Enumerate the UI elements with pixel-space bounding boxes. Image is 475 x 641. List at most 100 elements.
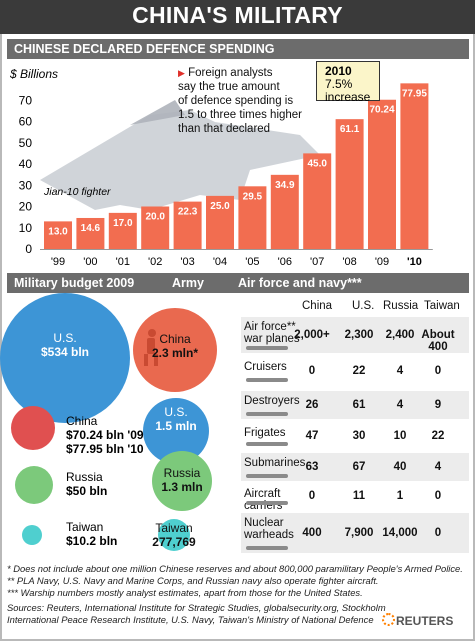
note-line-4: 1.5 to three times higher <box>178 109 303 121</box>
table-cell: 61 <box>352 399 366 411</box>
table-cell: 40 <box>393 461 407 473</box>
table-cell: 30 <box>352 430 366 442</box>
table-cell: 7,900 <box>344 527 374 539</box>
footnote-2: ** PLA Navy, U.S. Navy and Marine Corps,… <box>7 575 379 586</box>
x-tick-label: '99 <box>51 256 65 268</box>
note-line-1: Foreign analysts <box>188 67 273 79</box>
bar-value-label: 13.0 <box>48 226 68 237</box>
russia-army-name: Russia <box>163 466 201 480</box>
bar-value-label: 25.0 <box>210 201 230 212</box>
x-tick-label: '03 <box>180 256 194 268</box>
legend-russia-value: $50 bln <box>66 484 108 498</box>
bar-value-label: 20.0 <box>145 212 165 223</box>
x-tick-label: '07 <box>310 256 324 268</box>
us-army-name: U.S. <box>164 405 188 419</box>
col-header-china: China <box>302 300 333 312</box>
note-line-5: than that declared <box>178 123 271 135</box>
taiwan-army-circle <box>158 519 190 551</box>
x-tick-label: '02 <box>148 256 162 268</box>
y-tick-label: 40 <box>19 157 33 171</box>
legend-taiwan-name: Taiwan <box>66 520 104 534</box>
x-tick-label: '01 <box>116 256 130 268</box>
callout-percent: 7.5% <box>325 77 353 91</box>
y-tick-label: 60 <box>19 115 33 129</box>
us-budget-label: U.S. $534 bln <box>20 331 110 359</box>
table-cell: 0 <box>308 490 316 502</box>
plane-caption: Jian-10 fighter <box>44 186 111 198</box>
table-cell: 1 <box>396 490 404 502</box>
table-cell: 63 <box>305 461 319 473</box>
table-cell: 11 <box>352 490 366 502</box>
bar-value-label: 14.6 <box>81 223 101 234</box>
china-army-label: China 2.3 mln* <box>130 332 220 360</box>
bar <box>400 83 429 249</box>
russia-army-circle <box>152 451 212 511</box>
reuters-logo-icon <box>382 613 395 626</box>
spending-section-header: CHINESE DECLARED DEFENCE SPENDING <box>7 39 469 59</box>
col-header-russia: Russia <box>383 300 419 312</box>
spending-bar-chart: $ Billions 0 10 20 30 40 50 60 70 13.0 '99 14.6 '00 1… <box>9 67 433 268</box>
page-title: CHINA'S MILITARY <box>132 2 343 28</box>
y-unit-label: $ Billions <box>9 67 58 81</box>
row-label: Cruisers <box>244 361 287 373</box>
note-line-3: of defence spending is <box>178 95 294 107</box>
footnote-1: * Does not include about one million Chi… <box>7 563 463 574</box>
x-tick-label: '10 <box>407 256 422 268</box>
legend-russia: Russia $50 bln <box>66 470 107 498</box>
table-cell: 2,000+ <box>294 329 330 341</box>
soldier-icon <box>144 329 158 366</box>
table-cell: 14,000 <box>382 527 418 539</box>
table-cell: 26 <box>305 399 319 411</box>
bar <box>108 212 137 249</box>
table-cell: 0 <box>434 490 442 502</box>
row-label: Air force** war planes <box>244 321 300 345</box>
vessel-icon <box>246 346 288 350</box>
bar-value-label: 70.24 <box>369 105 394 116</box>
us-budget-name: U.S. <box>53 331 77 345</box>
bar <box>368 99 396 249</box>
title-bar <box>0 0 475 34</box>
russia-army-value: 1.3 mln <box>161 480 203 494</box>
us-army-label: U.S. 1.5 mln <box>131 405 221 433</box>
jet-fighter-icon <box>40 110 320 210</box>
analyst-note: ▶ Foreign analysts say the true amount o… <box>178 66 318 136</box>
increase-callout: 2010 7.5% increase <box>316 61 380 104</box>
bar <box>141 206 170 249</box>
taiwan-budget-circle <box>22 525 42 545</box>
x-tick-label: '08 <box>342 256 356 268</box>
col-header-taiwan: Taiwan <box>424 300 460 312</box>
table-cell: 4 <box>396 399 404 411</box>
table-cell: 22 <box>352 365 366 377</box>
y-tick-label: 30 <box>19 178 33 192</box>
legend-china: China $70.24 bln '09 $77.95 bln '10 <box>66 414 144 456</box>
note-arrow-icon: ▶ <box>178 68 185 78</box>
y-tick-label: 20 <box>19 200 33 214</box>
x-tick-label: '04 <box>213 256 227 268</box>
bar-value-label: 34.9 <box>275 180 295 191</box>
vessel-icon <box>246 442 288 446</box>
table-cell: 47 <box>305 430 319 442</box>
china-army-circle <box>133 308 217 392</box>
table-cell: 67 <box>352 461 366 473</box>
jet-canopy-icon <box>130 100 185 125</box>
us-budget-value: $534 bln <box>40 345 90 359</box>
row-label: Submarines <box>244 457 306 469</box>
row-label: Frigates <box>244 427 286 439</box>
x-tick-label: '00 <box>83 256 97 268</box>
bar-value-label: 29.5 <box>243 191 263 202</box>
taiwan-army-value: 277,769 <box>152 535 196 549</box>
y-tick-label: 50 <box>19 136 33 150</box>
table-cell: 0 <box>434 527 442 539</box>
y-tick-label: 70 <box>19 93 33 107</box>
bar <box>270 174 299 249</box>
budget-circles <box>0 293 217 551</box>
vessel-icon <box>246 474 288 478</box>
table-cell: 4 <box>396 365 404 377</box>
budget-section-header: Military budget 2009 Army Air force and … <box>7 273 469 293</box>
us-budget-circle <box>0 293 130 423</box>
callout-year: 2010 <box>325 64 352 78</box>
taiwan-army-name: Taiwan <box>155 521 193 535</box>
table-cell: 10 <box>393 430 407 442</box>
x-tick-label: '05 <box>245 256 259 268</box>
legend-taiwan-value: $10.2 bln <box>66 534 118 548</box>
